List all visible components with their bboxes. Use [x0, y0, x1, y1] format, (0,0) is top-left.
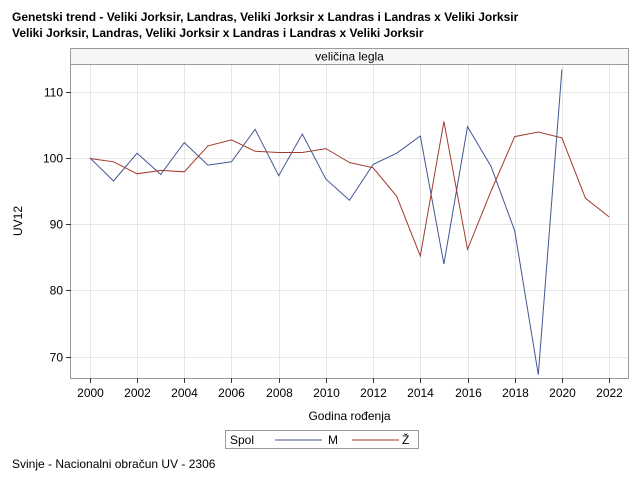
legend: Spol M Ž: [225, 430, 419, 449]
gridlines: [71, 65, 628, 378]
plot-area: [70, 64, 629, 379]
chart-title-line2: Veliki Jorksir, Landras, Veliki Jorksir …: [12, 26, 424, 40]
y-tick-label: 100: [43, 152, 63, 166]
y-tick-label: 80: [50, 284, 64, 298]
y-tick-label: 90: [50, 218, 64, 232]
x-tick-label: 2000: [77, 386, 104, 400]
x-axis-label: Godina rođenja: [308, 409, 390, 423]
y-tick-label: 110: [44, 86, 63, 100]
x-tick-label: 2012: [360, 386, 387, 400]
footnote: Svinje - Nacionalni obračun UV - 2306: [12, 457, 216, 471]
y-axis-ticks: 70 80 90 100 110: [43, 86, 71, 365]
x-tick-label: 2006: [218, 386, 245, 400]
chart-title-line1: Genetski trend - Veliki Jorksir, Landras…: [12, 10, 519, 24]
legend-entry-z: Ž: [402, 432, 409, 447]
legend-entry-m: M: [328, 433, 338, 447]
x-tick-label: 2020: [549, 386, 576, 400]
panel-title: veličina legla: [315, 50, 384, 64]
y-axis-label: UV12: [11, 206, 25, 236]
y-tick-label: 70: [50, 351, 64, 365]
x-tick-label: 2008: [266, 386, 293, 400]
x-tick-label: 2018: [502, 386, 529, 400]
legend-title: Spol: [230, 433, 254, 447]
x-tick-label: 2004: [171, 386, 198, 400]
x-tick-label: 2014: [407, 386, 434, 400]
series-layer: [89, 69, 610, 375]
x-tick-label: 2002: [124, 386, 151, 400]
x-tick-label: 2016: [455, 386, 482, 400]
series-line-m: [89, 69, 563, 375]
x-axis-ticks: 2000 2002 2004 2006 2008 2010 2012 2014 2016 2018…: [77, 378, 623, 400]
x-tick-label: 2022: [596, 386, 623, 400]
series-line-z: [89, 121, 610, 258]
x-tick-label: 2010: [313, 386, 340, 400]
